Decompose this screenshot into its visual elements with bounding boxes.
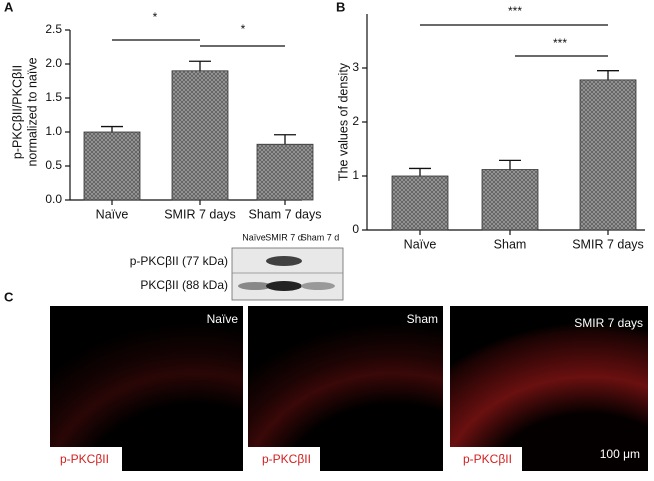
bar-hatch <box>481 169 539 231</box>
label-box <box>248 447 320 471</box>
x-tick-label: SMIR 7 days <box>572 237 644 251</box>
y-tick-label: 2 <box>352 114 359 128</box>
lane-label: Naïve <box>242 232 266 242</box>
x-tick-label: Naïve <box>96 207 129 221</box>
bar-hatch <box>83 131 141 201</box>
panel-label: C <box>4 289 14 304</box>
image-title: Sham <box>407 312 438 326</box>
significance-label: * <box>153 10 158 24</box>
significance-label: * <box>241 22 246 36</box>
stain-label: p-PKCβII <box>262 452 311 466</box>
blot-band <box>301 282 335 290</box>
y-tick-label: 0.5 <box>45 158 62 172</box>
y-tick-label: 0 <box>352 222 359 236</box>
y-tick-label: 2.0 <box>45 56 62 70</box>
blot-band <box>266 281 302 291</box>
micrographs: Naïve Sham SMIR 7 days p-PKCβII p-PKCβII… <box>50 306 648 471</box>
label-box <box>50 447 122 471</box>
stain-label: p-PKCβII <box>463 452 512 466</box>
bar-hatch <box>256 143 314 201</box>
western-blot: Naïve SMIR 7 d Sham 7 d p-PKCβII (77 kDa… <box>130 232 344 301</box>
micrograph <box>248 306 443 471</box>
lane-label: Sham 7 d <box>301 232 340 242</box>
y-tick-label: 2.5 <box>45 22 62 36</box>
blot-band <box>238 282 272 290</box>
y-tick-label: 0.0 <box>45 192 62 206</box>
y-tick-label: 3 <box>352 60 359 74</box>
stain-label: p-PKCβII <box>60 452 109 466</box>
x-tick-label: Sham <box>494 237 527 251</box>
x-tick-label: Sham 7 days <box>249 207 322 221</box>
bar-hatch <box>579 79 637 231</box>
blot-band <box>266 256 302 266</box>
scale-label: 100 μm <box>600 447 640 461</box>
micrograph <box>50 306 243 471</box>
y-axis-label: normalized to naïve <box>25 57 39 166</box>
lane-label: SMIR 7 d <box>265 232 303 242</box>
blot-frame <box>231 247 344 301</box>
row-label: p-PKCβII (77 kDa) <box>130 254 228 268</box>
x-tick-label: SMIR 7 days <box>164 207 236 221</box>
x-tick-label: Naïve <box>404 237 437 251</box>
y-axis-label: p-PKCβII/PKCβII <box>10 65 24 159</box>
significance-label: *** <box>508 4 522 18</box>
y-tick-label: 1.5 <box>45 90 62 104</box>
bar-hatch <box>391 175 449 231</box>
image-title: Naïve <box>207 312 239 326</box>
panel-label: B <box>336 0 345 14</box>
label-box <box>450 447 522 471</box>
micrograph <box>450 306 648 471</box>
row-label: PKCβII (88 kDa) <box>140 278 228 292</box>
bar-hatch <box>171 70 229 201</box>
panel-label: A <box>4 0 14 14</box>
y-tick-label: 1 <box>352 168 359 182</box>
y-tick-label: 1.0 <box>45 124 62 138</box>
image-title: SMIR 7 days <box>574 316 643 330</box>
y-axis-label: The values of density <box>336 62 350 181</box>
significance-label: *** <box>553 36 567 50</box>
